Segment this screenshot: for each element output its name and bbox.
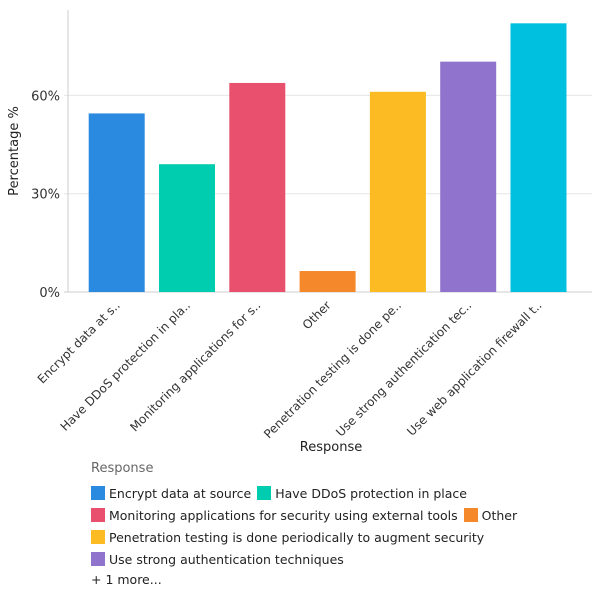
x-tick-label: Penetration testing is done pe.. [261, 298, 404, 441]
y-tick-label: 30% [31, 188, 60, 203]
legend-title: Response [91, 461, 154, 476]
legend-item[interactable]: Use strong authentication techniques [91, 552, 344, 567]
bar[interactable] [159, 164, 215, 292]
legend-label: Encrypt data at source [109, 485, 252, 501]
bar[interactable] [440, 61, 497, 293]
legend-label: Have DDoS protection in place [275, 485, 467, 501]
bar[interactable] [369, 91, 426, 292]
x-tick-label: Have DDoS protection in pla.. [58, 298, 194, 434]
bar-chart: 0%30%60%Encrypt data at s..Have DDoS pro… [7, 10, 592, 455]
legend-more-link[interactable]: + 1 more... [91, 572, 162, 587]
bar[interactable] [299, 271, 356, 292]
x-tick-label: Monitoring applications for s.. [127, 298, 263, 434]
legend-swatch [91, 508, 105, 522]
legend-label: Use strong authentication techniques [109, 551, 344, 567]
x-tick-label: Use strong authentication tec.. [333, 298, 474, 439]
legend-swatch [463, 508, 478, 522]
legend-row: Encrypt data at source Have DDoS protecti… [91, 482, 523, 504]
legend-item[interactable]: Have DDoS protection in place [257, 486, 467, 501]
legend-swatch [257, 486, 272, 500]
x-tick-label: Use web application firewall t.. [404, 298, 544, 438]
legend-label: Monitoring applications for security usi… [109, 507, 458, 523]
legend-row: Monitoring applications for security usi… [91, 504, 523, 526]
bar[interactable] [229, 82, 286, 292]
bar[interactable] [510, 23, 567, 293]
y-tick-label: 0% [39, 286, 60, 301]
legend-swatch [91, 530, 105, 544]
legend: Response Encrypt data at source Have DDoS… [91, 461, 523, 587]
x-tick-label: Other [300, 298, 334, 332]
y-tick-label: 60% [31, 89, 60, 104]
legend-label: Other [481, 507, 518, 523]
legend-item[interactable]: Penetration testing is done periodically… [91, 530, 484, 545]
legend-item[interactable]: Monitoring applications for security usi… [91, 508, 458, 523]
legend-item[interactable]: Other [463, 507, 518, 523]
legend-swatch [91, 552, 105, 566]
x-axis-title: Response [300, 440, 362, 455]
y-axis-title: Percentage % [7, 106, 22, 196]
legend-label: Penetration testing is done periodically… [109, 529, 485, 545]
legend-row: Use strong authentication techniques [91, 548, 523, 570]
legend-item[interactable]: Encrypt data at source [91, 486, 251, 501]
bar[interactable] [88, 113, 145, 293]
legend-row: Penetration testing is done periodically… [91, 526, 523, 548]
legend-swatch [91, 486, 105, 500]
